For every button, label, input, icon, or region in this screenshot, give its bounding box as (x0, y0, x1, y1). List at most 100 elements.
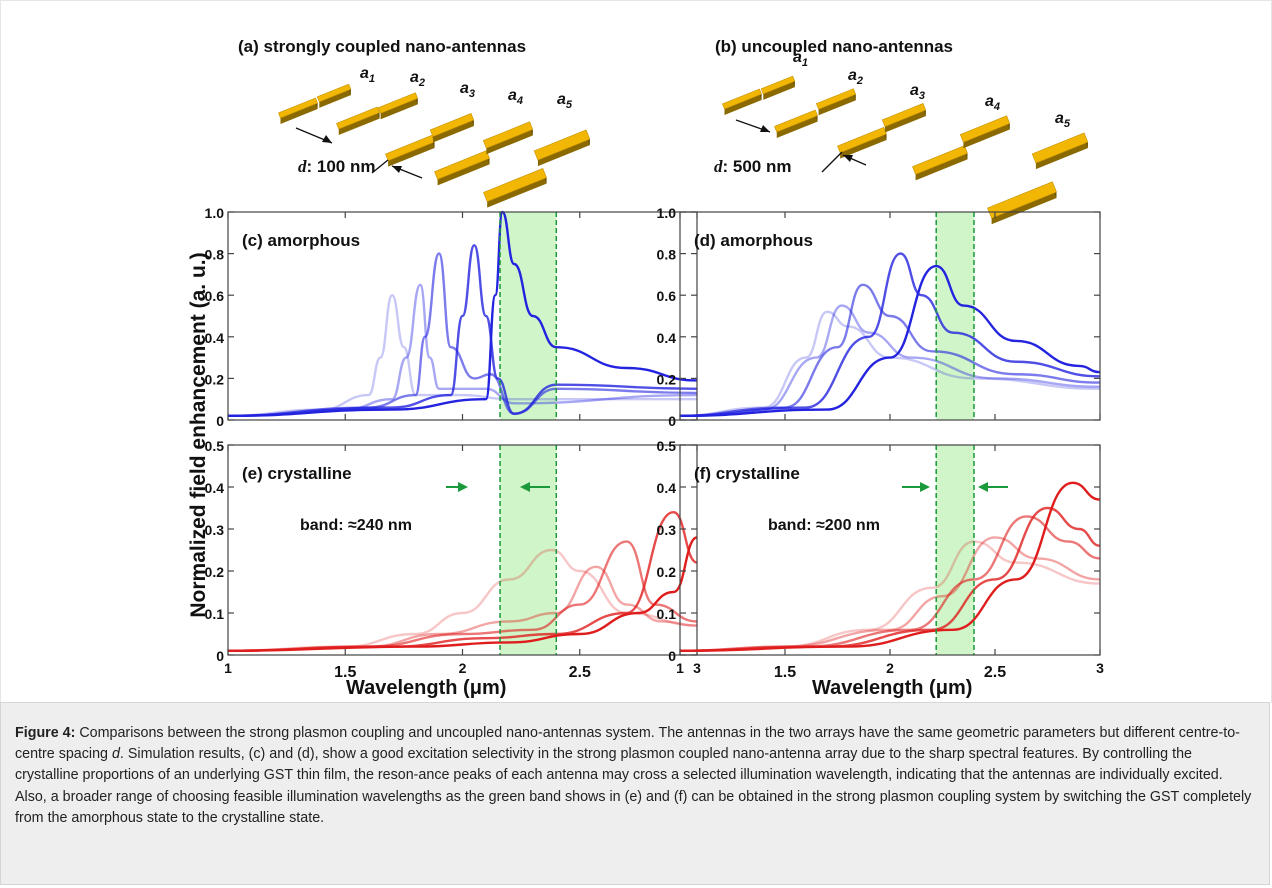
antenna-arm (837, 126, 887, 154)
antenna-side (763, 81, 795, 100)
antenna-side (432, 120, 474, 143)
antenna-side (776, 115, 818, 139)
svg-text:a3: a3 (910, 82, 925, 102)
svg-text:a1: a1 (793, 49, 808, 69)
y-tick-label: 0.4 (205, 480, 225, 496)
svg-text:a5: a5 (557, 91, 573, 111)
series-line (679, 252, 1101, 418)
antenna-side (388, 141, 435, 167)
spacing-annotation-a: d: 100 nm (295, 127, 423, 179)
plot-d-amorphous: 0 0.2 0.4 0.6 0.8 1.0 (d) amorphous (657, 205, 1101, 429)
antenna-side (537, 139, 590, 167)
series-line (227, 548, 698, 652)
antenna-arm (336, 106, 380, 130)
panel-b-title: (b) uncoupled nano-antennas (715, 37, 953, 56)
antenna-arm (912, 145, 968, 175)
antenna-arm (483, 168, 547, 202)
y-tick-label: 0.5 (205, 438, 225, 454)
y-tick-label: 1.0 (205, 205, 225, 221)
antenna-label: a (1055, 110, 1064, 127)
antenna-label: a (508, 87, 517, 104)
svg-text:d: 500 nm: d: 500 nm (714, 157, 791, 176)
antenna-labels-a: a1 a2 a3 a4 a5 (360, 65, 573, 111)
antenna-side (840, 133, 887, 159)
antenna-side (963, 123, 1010, 149)
antenna-arm (959, 115, 1011, 143)
panel-a-title: (a) strongly coupled nano-antennas (238, 37, 526, 56)
antenna-label: a (360, 65, 369, 82)
antenna-arm (385, 134, 435, 162)
antenna-side (991, 191, 1057, 225)
antenna-arm (1031, 132, 1089, 164)
y-tick-label: 0.5 (657, 438, 677, 454)
band-annotation-e: band: ≈240 nm (300, 482, 550, 534)
series-line (227, 536, 698, 652)
antenna-label: a (793, 49, 802, 66)
band-label-e: band: ≈240 nm (300, 517, 412, 534)
antenna-arm (434, 150, 490, 180)
panel-label: (c) amorphous (242, 231, 360, 250)
band-annotation-f: band: ≈200 nm (768, 482, 1008, 534)
band-label-f: band: ≈200 nm (768, 517, 880, 534)
antenna-arm (722, 88, 762, 110)
x-tick-label: 2.5 (984, 664, 1006, 681)
series-line (679, 310, 1101, 418)
y-tick-label: 0 (216, 648, 224, 664)
y-tick-label: 0.8 (205, 247, 225, 263)
y-tick-label: 0.6 (657, 288, 677, 304)
x-axis-label-right: Wavelength (μm) (812, 677, 972, 699)
antenna-arm (760, 75, 796, 95)
x-tick-label: 1.5 (334, 664, 356, 681)
green-band (936, 445, 974, 655)
y-tick-label: 0.4 (657, 330, 677, 346)
antenna-label: a (410, 69, 419, 86)
x-tick-label: 2.5 (569, 664, 591, 681)
panel-label: (e) crystalline (242, 464, 352, 483)
antenna-array-coupled (278, 83, 591, 208)
plot-f-crystalline: 0 0.1 0.2 0.3 0.4 0.5 1 1.5 2 2.5 3 (f) crystalline (657, 438, 1105, 681)
series-line (227, 244, 698, 418)
spacing-annotation-b: d: 500 nm (714, 119, 867, 176)
series-line (227, 252, 698, 418)
x-tick-label: 1 (224, 660, 232, 676)
antenna-arm (316, 83, 352, 103)
y-tick-label: 0.4 (657, 480, 677, 496)
series-line (227, 540, 698, 652)
y-tick-label: 0.1 (657, 606, 677, 622)
series-line (679, 515, 1101, 652)
antenna-arm (881, 103, 927, 127)
antenna-arm (533, 129, 591, 161)
antenna-side (915, 153, 968, 181)
y-tick-label: 0 (668, 648, 676, 664)
series-line (679, 481, 1101, 652)
antenna-side (380, 98, 418, 120)
figure-frame (0, 0, 1272, 703)
antenna-arm (278, 97, 318, 119)
figure-caption: Figure 4: Comparisons between the strong… (0, 702, 1270, 885)
antenna-arm (774, 109, 818, 133)
green-band (936, 212, 974, 420)
y-tick-label: 0.2 (657, 371, 677, 387)
antenna-side (487, 177, 547, 208)
caption-label: Figure 4: (15, 725, 76, 741)
antenna-side (1035, 142, 1088, 170)
antenna-label: a (848, 67, 857, 84)
y-tick-label: 0.4 (205, 330, 225, 346)
series-line (679, 304, 1101, 418)
series-line (227, 293, 697, 418)
antenna-side (437, 158, 490, 186)
x-tick-label: 2 (459, 660, 467, 676)
antenna-side (280, 103, 318, 125)
x-tick-label: 1 (676, 660, 684, 676)
antenna-label: a (557, 91, 566, 108)
antenna-label: a (985, 93, 994, 110)
antenna-arm (987, 181, 1057, 219)
y-tick-label: 0.1 (205, 606, 225, 622)
y-tick-label: 0.3 (205, 522, 225, 538)
svg-text:a3: a3 (460, 80, 475, 100)
antenna-labels-b: a1 a2 a3 a4 a5 (793, 49, 1071, 130)
antenna-label: a (460, 80, 469, 97)
antenna-side (319, 89, 351, 108)
antenna-arm (482, 121, 534, 149)
antenna-arm (429, 113, 475, 137)
